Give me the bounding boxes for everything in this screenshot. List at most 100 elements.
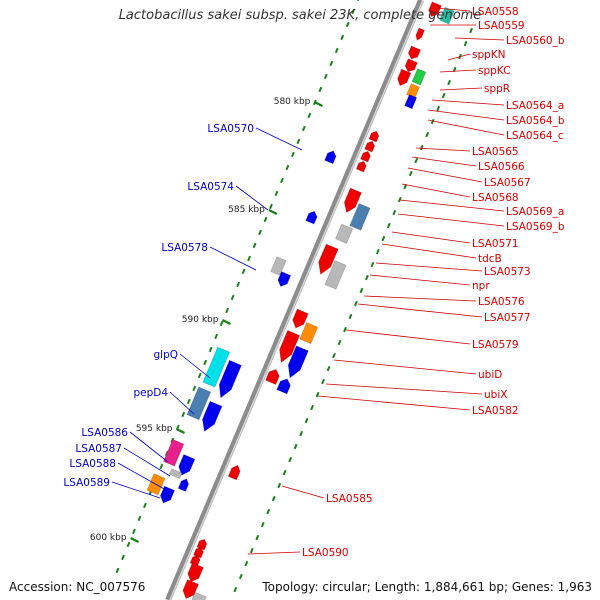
- gene-label-right: LSA0566: [478, 161, 525, 173]
- gene-label-right: LSA0582: [472, 405, 519, 417]
- leader-line-left: [235, 185, 269, 211]
- tick-mark: [301, 125, 306, 132]
- feature-shape: [368, 131, 379, 143]
- tick-mark: [126, 541, 131, 548]
- tick-mark: [164, 450, 169, 457]
- tick-mark: [288, 456, 293, 463]
- feature-edge: [177, 478, 190, 492]
- leader-line-left: [255, 127, 303, 151]
- feature-edge: [407, 45, 422, 60]
- feature-shape: [439, 7, 455, 25]
- feature-shape: [360, 151, 371, 163]
- leader-line-left: [129, 431, 169, 463]
- tick-mark: [348, 313, 353, 320]
- gene-label-right: LSA0585: [326, 493, 373, 505]
- tick-mark: [425, 131, 430, 138]
- tick-mark: [277, 482, 282, 489]
- tick-mark: [326, 365, 331, 372]
- feature-shape: [356, 161, 367, 173]
- feature-shape: [344, 188, 362, 213]
- major-tick: [313, 101, 323, 107]
- leader-line: [427, 119, 505, 136]
- tick-mark: [408, 170, 413, 177]
- gene-label-right: LSA0568: [472, 192, 519, 204]
- gene-label-right: LSA0571: [472, 238, 519, 250]
- feature-edge: [168, 468, 183, 480]
- kbp-label: 595 kbp: [136, 424, 173, 434]
- tick-mark: [121, 554, 125, 561]
- gene-feature: [227, 464, 241, 481]
- gene-feature: [364, 140, 376, 153]
- tick-mark: [414, 157, 419, 164]
- gene-feature: [292, 308, 309, 329]
- gene-feature: [177, 478, 190, 492]
- feature-edge: [292, 308, 309, 329]
- gene-label-left: LSA0578: [161, 242, 208, 254]
- gene-label-right: LSA0564_a: [506, 100, 564, 112]
- leader-line: [357, 303, 483, 318]
- feature-shape: [178, 454, 195, 476]
- kbp-label: 600 kbp: [90, 533, 127, 543]
- gene-feature: [192, 546, 204, 559]
- gene-feature: [349, 202, 371, 231]
- feature-shape: [292, 309, 309, 328]
- tick-mark: [334, 47, 339, 54]
- feature-edge: [218, 359, 242, 399]
- tick-mark: [463, 40, 468, 47]
- feature-shape: [318, 244, 339, 275]
- tick-mark: [244, 560, 249, 567]
- gene-feature: [168, 468, 183, 480]
- feature-shape: [405, 58, 418, 72]
- tick-mark: [365, 274, 369, 281]
- tick-mark: [392, 209, 397, 216]
- feature-shape: [182, 579, 199, 599]
- gene-feature: [196, 538, 208, 551]
- gene-label-right: npr: [472, 280, 490, 292]
- feature-edge: [178, 453, 196, 476]
- tick-mark: [233, 586, 238, 593]
- gene-label-right: LSA0565: [472, 146, 519, 158]
- tick-mark: [181, 411, 186, 418]
- major-tick: [221, 319, 231, 325]
- leader-line-left: [111, 481, 161, 499]
- genome-title: Lactobacillus sakei subsp. sakei 23K, co…: [118, 8, 482, 23]
- feature-edge: [324, 150, 337, 165]
- gene-label-left: LSA0574: [187, 181, 234, 193]
- feature-shape: [188, 592, 207, 600]
- gene-label-left: glpQ: [153, 349, 178, 361]
- tick-mark: [238, 573, 243, 580]
- leader-line-left: [123, 447, 171, 477]
- tick-mark: [469, 27, 473, 34]
- gene-feature: [406, 83, 421, 99]
- leader-line: [397, 213, 505, 227]
- gene-label-right: ubiD: [478, 369, 502, 381]
- feature-edge: [270, 256, 287, 276]
- tick-mark: [307, 112, 312, 119]
- gene-label-right: LSA0567: [484, 177, 531, 189]
- feature-edge: [368, 130, 380, 143]
- feature-edge: [334, 223, 354, 244]
- feature-shape: [163, 439, 184, 467]
- feature-shape: [202, 347, 230, 388]
- tick-mark: [285, 164, 290, 171]
- gene-feature: [318, 243, 339, 275]
- feature-shape: [219, 360, 242, 398]
- feature-edge: [192, 546, 204, 559]
- genome-stats-text: Topology: circular; Length: 1,884,661 bp…: [262, 580, 592, 594]
- feature-shape: [406, 83, 420, 99]
- tick-mark: [397, 196, 402, 203]
- feature-shape: [335, 224, 353, 244]
- feature-edge: [359, 150, 371, 163]
- feature-edge: [349, 202, 371, 231]
- tick-mark: [230, 294, 235, 301]
- tick-mark: [241, 268, 246, 275]
- feature-edge: [404, 58, 418, 73]
- feature-edge: [324, 260, 347, 290]
- leader-line: [407, 167, 483, 183]
- gene-feature: [404, 94, 418, 110]
- tick-mark: [132, 528, 136, 535]
- feature-shape: [187, 562, 204, 582]
- feature-shape: [428, 1, 442, 17]
- gene-feature: [202, 400, 223, 433]
